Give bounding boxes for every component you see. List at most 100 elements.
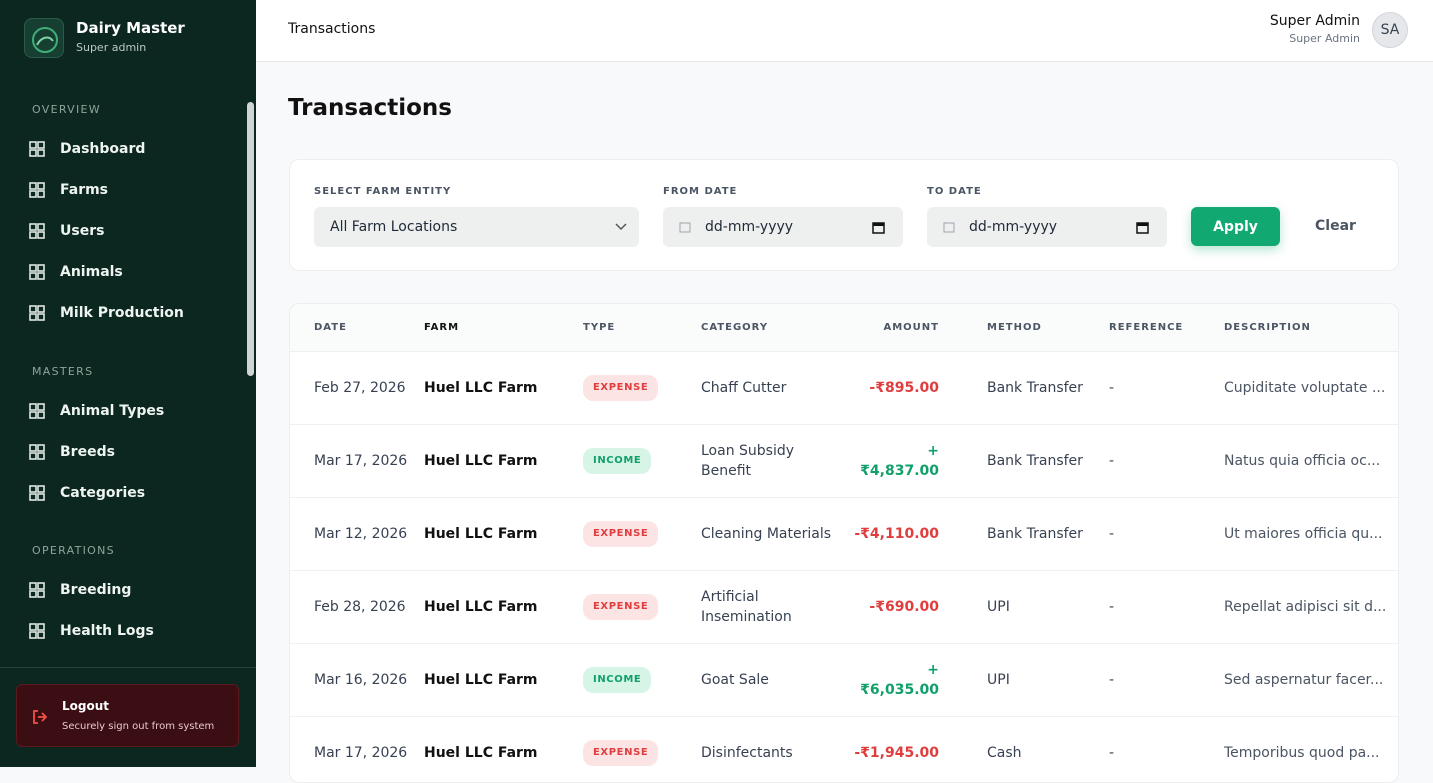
clear-button[interactable]: Clear [1315, 218, 1356, 234]
cell: - [1109, 453, 1115, 469]
cell: Mar 16, 2026 [314, 672, 408, 688]
nav-item[interactable]: Categories [28, 482, 145, 504]
avatar[interactable]: SA [1372, 12, 1408, 48]
cell: Huel LLC Farm [424, 453, 538, 469]
cell: Mar 17, 2026 [314, 453, 408, 469]
table-row[interactable]: Mar 17, 2026 Huel LLC Farm INCOME Loan Subs… [290, 424, 1398, 497]
cell: -₹690.00 [869, 599, 939, 615]
column-header: DESCRIPTION [1224, 321, 1311, 333]
table-row[interactable]: Feb 28, 2026 Huel LLC Farm EXPENSE Artifici… [290, 570, 1398, 643]
column-header: FARM [424, 321, 460, 333]
cell: -₹895.00 [869, 380, 939, 396]
cell: Sed aspernatur facer... [1224, 672, 1384, 688]
nav-item[interactable]: Health Logs [28, 620, 154, 642]
type-cell: EXPENSE [583, 594, 701, 620]
breadcrumb: Transactions [288, 21, 376, 37]
cell: Goat Sale [701, 672, 769, 688]
user-name: Super Admin [1269, 13, 1360, 29]
nav-icon [29, 305, 45, 321]
cell: - [1109, 672, 1115, 688]
column-header: AMOUNT [883, 321, 939, 333]
nav-label: Users [60, 223, 105, 239]
cell: Disinfectants [701, 745, 793, 761]
type-cell: EXPENSE [583, 740, 701, 766]
nav-item[interactable]: Farms [28, 179, 108, 201]
nav-label: Breeding [60, 582, 132, 598]
table-header: DATE FARM TYPE CATEGORY AMOUNT METHOD REFERENC… [290, 304, 1398, 351]
nav-label: Animals [60, 264, 123, 280]
column-header: REFERENCE [1109, 321, 1184, 333]
type-badge: EXPENSE [583, 521, 659, 547]
cell: Huel LLC Farm [424, 526, 538, 542]
nav-item[interactable]: Dashboard [28, 138, 145, 160]
divider [0, 667, 256, 668]
nav-item[interactable]: Animals [28, 261, 123, 283]
nav-item[interactable]: Users [28, 220, 104, 242]
logout-icon [33, 710, 48, 724]
column-header: DATE [314, 321, 347, 333]
farm-label: SELECT FARM ENTITY [314, 186, 452, 197]
logout-subtitle: Securely sign out from system [62, 721, 215, 732]
type-badge: EXPENSE [583, 740, 659, 766]
type-badge: EXPENSE [583, 375, 659, 401]
logout-button[interactable]: Logout Securely sign out from system [16, 684, 239, 747]
scrollbar [247, 102, 254, 376]
table-row[interactable]: Feb 27, 2026 Huel LLC Farm EXPENSE Chaff Cu… [290, 351, 1398, 424]
nav-item[interactable]: Breeding [28, 579, 131, 601]
nav-label: Milk Production [60, 305, 184, 321]
to-placeholder: dd-mm-yyyy [969, 219, 1058, 235]
cell: + ₹6,035.00 [860, 662, 939, 698]
column-header: TYPE [583, 321, 616, 333]
cell: Cleaning Materials [701, 526, 831, 542]
nav-icon [29, 182, 45, 198]
transactions-table: DATE FARM TYPE CATEGORY AMOUNT METHOD REFERENC… [289, 303, 1399, 783]
cell: Huel LLC Farm [424, 380, 538, 396]
apply-button[interactable]: Apply [1191, 207, 1280, 246]
cell: UPI [987, 672, 1010, 688]
section-title: OPERATIONS [32, 544, 115, 557]
nav-item[interactable]: Animal Types [28, 400, 164, 422]
nav-label: Farms [60, 182, 109, 198]
cell: Bank Transfer [987, 526, 1083, 542]
nav-item[interactable]: Milk Production [28, 302, 184, 324]
cell: Cupiditate voluptate ... [1224, 380, 1386, 396]
calendar-icon [943, 222, 955, 233]
cell: + ₹4,837.00 [860, 443, 939, 479]
type-badge: EXPENSE [583, 594, 659, 620]
cell: UPI [987, 599, 1010, 615]
farm-select[interactable]: All Farm Locations [314, 207, 639, 247]
cell: Mar 12, 2026 [314, 526, 408, 542]
cell: Loan Subsidy Benefit [701, 443, 795, 479]
from-label: FROM DATE [663, 186, 738, 197]
nav-icon [29, 223, 45, 239]
cell: - [1109, 526, 1115, 542]
nav-label: Health Logs [60, 623, 154, 639]
calendar-icon [679, 222, 691, 233]
brand: Dairy Master [76, 19, 185, 37]
cell: Huel LLC Farm [424, 672, 538, 688]
chevron [615, 223, 627, 231]
column-header: METHOD [987, 321, 1042, 333]
column-header: CATEGORY [701, 321, 769, 333]
from-placeholder: dd-mm-yyyy [705, 219, 794, 235]
section-title: OVERVIEW [32, 103, 101, 116]
cell: - [1109, 380, 1115, 396]
to-date[interactable]: dd-mm-yyyy [927, 207, 1167, 247]
sidebar: Dairy Master Super admin OVERVIEW Dashboa… [0, 0, 256, 767]
farm-value: All Farm Locations [330, 219, 458, 235]
page-title: Transactions [288, 95, 452, 121]
from-date[interactable]: dd-mm-yyyy [663, 207, 903, 247]
filter-card: SELECT FARM ENTITY All Farm Locations FR… [289, 159, 1399, 271]
calendar-button [1136, 221, 1149, 234]
table-row[interactable]: Mar 16, 2026 Huel LLC Farm INCOME Goat Sale… [290, 643, 1398, 716]
table-row[interactable]: Mar 17, 2026 Huel LLC Farm EXPENSE Disinfec… [290, 716, 1398, 782]
cell: Huel LLC Farm [424, 745, 538, 761]
type-badge: INCOME [583, 448, 652, 474]
cell: Repellat adipisci sit d... [1224, 599, 1387, 615]
cell: Feb 28, 2026 [314, 599, 406, 615]
nav-item[interactable]: Breeds [28, 441, 115, 463]
logout-title: Logout [62, 699, 110, 713]
cell: Mar 17, 2026 [314, 745, 408, 761]
table-row[interactable]: Mar 12, 2026 Huel LLC Farm EXPENSE Cleaning… [290, 497, 1398, 570]
